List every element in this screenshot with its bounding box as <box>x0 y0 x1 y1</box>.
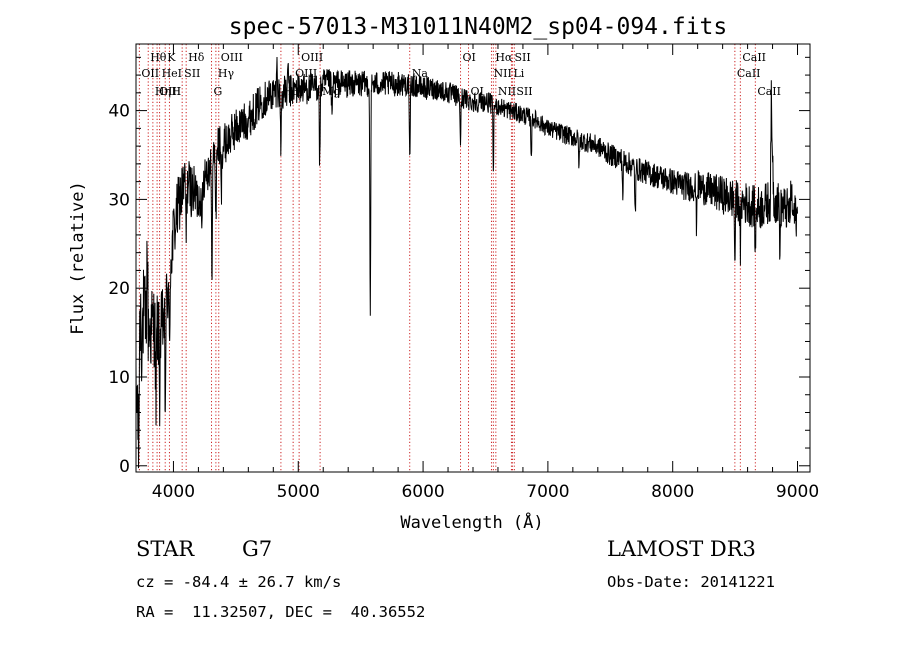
y-tick-label: 40 <box>108 102 130 122</box>
spectral-line-label: OIII <box>295 67 317 80</box>
y-tick-label: 10 <box>108 368 130 388</box>
observation-date: Obs-Date: 20141221 <box>607 573 775 591</box>
object-subclass: G7 <box>242 537 273 561</box>
spectral-line-label: Hδ <box>188 51 205 64</box>
object-class: STAR <box>136 537 195 561</box>
spectral-line-label: OII <box>141 67 159 80</box>
spectral-line-label: Hθ <box>150 51 167 64</box>
spectral-line-label: Li <box>513 67 524 80</box>
spectral-line-label: OIII <box>301 51 323 64</box>
redshift-cz: cz = -84.4 ± 26.7 km/s <box>136 573 342 591</box>
survey-name: LAMOST DR3 <box>607 537 756 561</box>
spectral-line-label: OI <box>471 85 484 98</box>
x-tick-label: 8000 <box>651 482 694 502</box>
spectral-line-label: CaII <box>757 85 781 98</box>
spectral-line-label: SII <box>184 67 200 80</box>
x-tick-label: 7000 <box>526 482 569 502</box>
spectral-line-label: SII <box>516 85 532 98</box>
spectral-line-label: G <box>214 85 223 98</box>
spectral-line-label: Hβ <box>283 85 299 98</box>
spectral-line-markers <box>138 44 756 472</box>
spectral-line-label: OIII <box>221 51 243 64</box>
spectral-line-label: Hα <box>495 51 513 64</box>
spectral-line-label: CaII <box>742 51 766 64</box>
x-tick-label: 4000 <box>152 482 195 502</box>
y-tick-label: 0 <box>119 457 130 477</box>
x-tick-label: 6000 <box>401 482 444 502</box>
spectral-line-label: OI <box>463 51 476 64</box>
x-tick-label: 5000 <box>277 482 320 502</box>
spectral-line-label: Hγ <box>218 67 235 80</box>
axis-ticks: 4000 5000 6000 7000 8000 9000 0 10 20 30 40 <box>108 44 819 502</box>
x-axis-title: Wavelength (Å) <box>400 511 543 533</box>
spectral-line-label: OIII <box>159 85 181 98</box>
spectral-line-label: Hη <box>155 85 171 98</box>
chart-title: spec-57013-M31011N40M2_sp04-094.fits <box>229 14 728 40</box>
spectral-line-label: CaII <box>737 67 761 80</box>
spectral-line-label: Mg <box>322 85 340 98</box>
spectral-line-label: SII <box>514 51 530 64</box>
plot-frame <box>135 43 811 473</box>
y-tick-label: 20 <box>108 279 130 299</box>
spectral-line-label: NII <box>498 85 516 98</box>
spectral-line-label: K <box>167 51 176 64</box>
spectrum-line <box>135 56 798 469</box>
y-axis-title: Flux (relative) <box>68 181 88 335</box>
coordinates: RA = 11.32507, DEC = 40.36552 <box>136 603 426 621</box>
y-tick-label: 30 <box>108 190 130 210</box>
spectral-line-label: NII <box>493 67 511 80</box>
spectral-line-label: Na <box>412 67 429 80</box>
spectrum-series <box>135 56 798 469</box>
spectral-line-label: HeI <box>162 67 182 80</box>
x-tick-label: 9000 <box>776 482 819 502</box>
spectral-line-label: H <box>171 85 181 98</box>
